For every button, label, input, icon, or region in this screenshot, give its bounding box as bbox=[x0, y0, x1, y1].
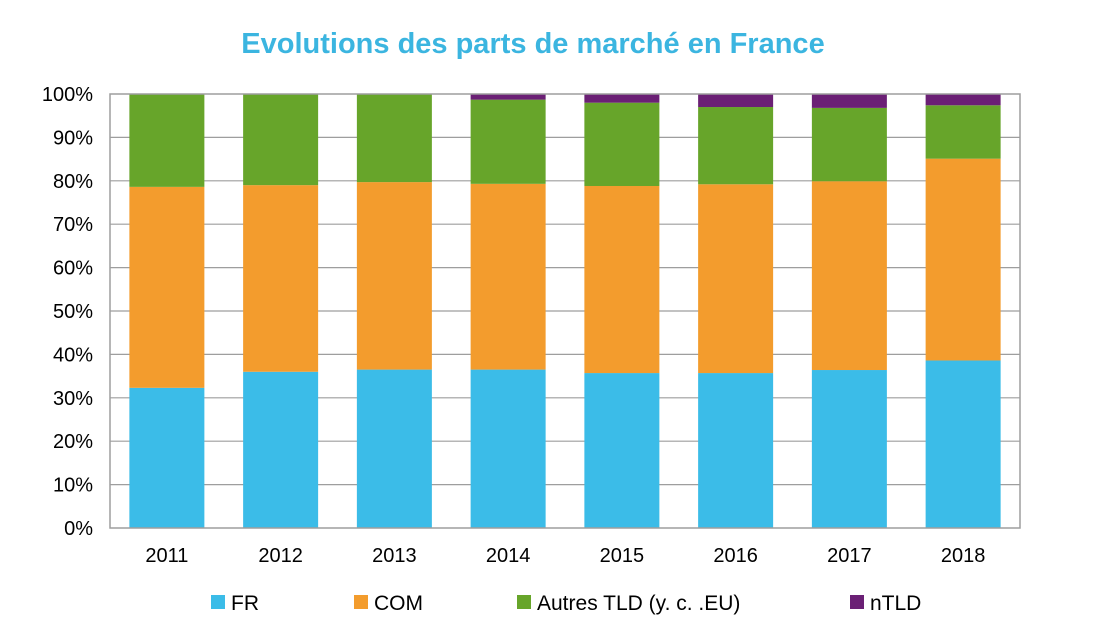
bar-segment-ntld bbox=[811, 94, 887, 108]
bar-segment-autres-tld-y-c-eu bbox=[470, 99, 546, 184]
x-tick-label: 2018 bbox=[941, 545, 986, 567]
plot-area-border bbox=[109, 93, 1021, 529]
bar-segment-autres-tld-y-c-eu bbox=[584, 102, 660, 187]
legend-label: nTLD bbox=[870, 592, 921, 615]
bars bbox=[129, 94, 1001, 528]
x-tick-label: 2016 bbox=[713, 545, 758, 567]
bar-segment-autres-tld-y-c-eu bbox=[129, 94, 205, 187]
bar-segment-fr bbox=[584, 373, 660, 528]
y-tick-label: 50% bbox=[53, 301, 93, 323]
bar-segment-autres-tld-y-c-eu bbox=[811, 107, 887, 182]
bar-segment-fr bbox=[243, 371, 319, 528]
legend: FR COM Autres TLD (y. c. .EU) nTLD bbox=[211, 592, 921, 615]
bar-segment-ntld bbox=[925, 94, 1001, 106]
y-tick-label: 60% bbox=[53, 258, 93, 280]
legend-label: FR bbox=[231, 592, 259, 615]
legend-label: COM bbox=[374, 592, 423, 615]
bar-segment-fr bbox=[129, 387, 205, 528]
x-tick-label: 2011 bbox=[145, 545, 188, 567]
bar-segment-com bbox=[129, 186, 205, 388]
bar-segment-com bbox=[243, 185, 319, 372]
y-tick-label: 30% bbox=[53, 388, 93, 410]
x-tick-label: 2012 bbox=[258, 545, 303, 567]
bar-segment-com bbox=[356, 182, 432, 370]
y-tick-label: 40% bbox=[53, 344, 93, 366]
y-tick-label: 10% bbox=[53, 475, 93, 497]
bar-segment-com bbox=[584, 186, 660, 374]
bar-segment-fr bbox=[470, 369, 546, 528]
bar-segment-fr bbox=[925, 360, 1001, 528]
bar-segment-autres-tld-y-c-eu bbox=[356, 94, 432, 183]
bar-segment-ntld bbox=[698, 94, 774, 108]
bar-segment-fr bbox=[356, 369, 432, 528]
bar-segment-autres-tld-y-c-eu bbox=[925, 105, 1001, 159]
bar-segment-ntld bbox=[584, 94, 660, 103]
bar-segment-autres-tld-y-c-eu bbox=[698, 107, 774, 185]
bar-segment-com bbox=[698, 184, 774, 374]
x-tick-label: 2014 bbox=[486, 545, 531, 567]
bar-segment-com bbox=[811, 181, 887, 371]
legend-label: Autres TLD (y. c. .EU) bbox=[537, 592, 740, 615]
legend-swatch bbox=[211, 595, 225, 609]
legend-swatch bbox=[517, 595, 531, 609]
legend-swatch bbox=[850, 595, 864, 609]
x-tick-label: 2013 bbox=[372, 545, 417, 567]
y-tick-label: 90% bbox=[53, 127, 93, 149]
y-axis-ticks: 0% 10% 20% 30% 40% 50% 60% 70% 80% 90% 100% bbox=[42, 84, 93, 540]
x-axis-ticks: 2011 2012 2013 2014 2015 2016 2017 2018 bbox=[145, 545, 985, 567]
bar-segment-com bbox=[470, 183, 546, 370]
bar-segment-com bbox=[925, 158, 1001, 361]
x-tick-label: 2017 bbox=[827, 545, 872, 567]
y-tick-label: 70% bbox=[53, 214, 93, 236]
legend-swatch bbox=[354, 595, 368, 609]
x-tick-label: 2015 bbox=[600, 545, 645, 567]
y-tick-label: 100% bbox=[42, 84, 93, 106]
bar-segment-fr bbox=[811, 370, 887, 528]
y-tick-label: 0% bbox=[64, 518, 93, 540]
bar-segment-autres-tld-y-c-eu bbox=[243, 94, 319, 186]
bar-segment-ntld bbox=[470, 94, 546, 100]
y-tick-label: 20% bbox=[53, 431, 93, 453]
chart-title: Evolutions des parts de marché en France bbox=[241, 28, 825, 60]
y-tick-label: 80% bbox=[53, 171, 93, 193]
bar-segment-fr bbox=[698, 373, 774, 528]
